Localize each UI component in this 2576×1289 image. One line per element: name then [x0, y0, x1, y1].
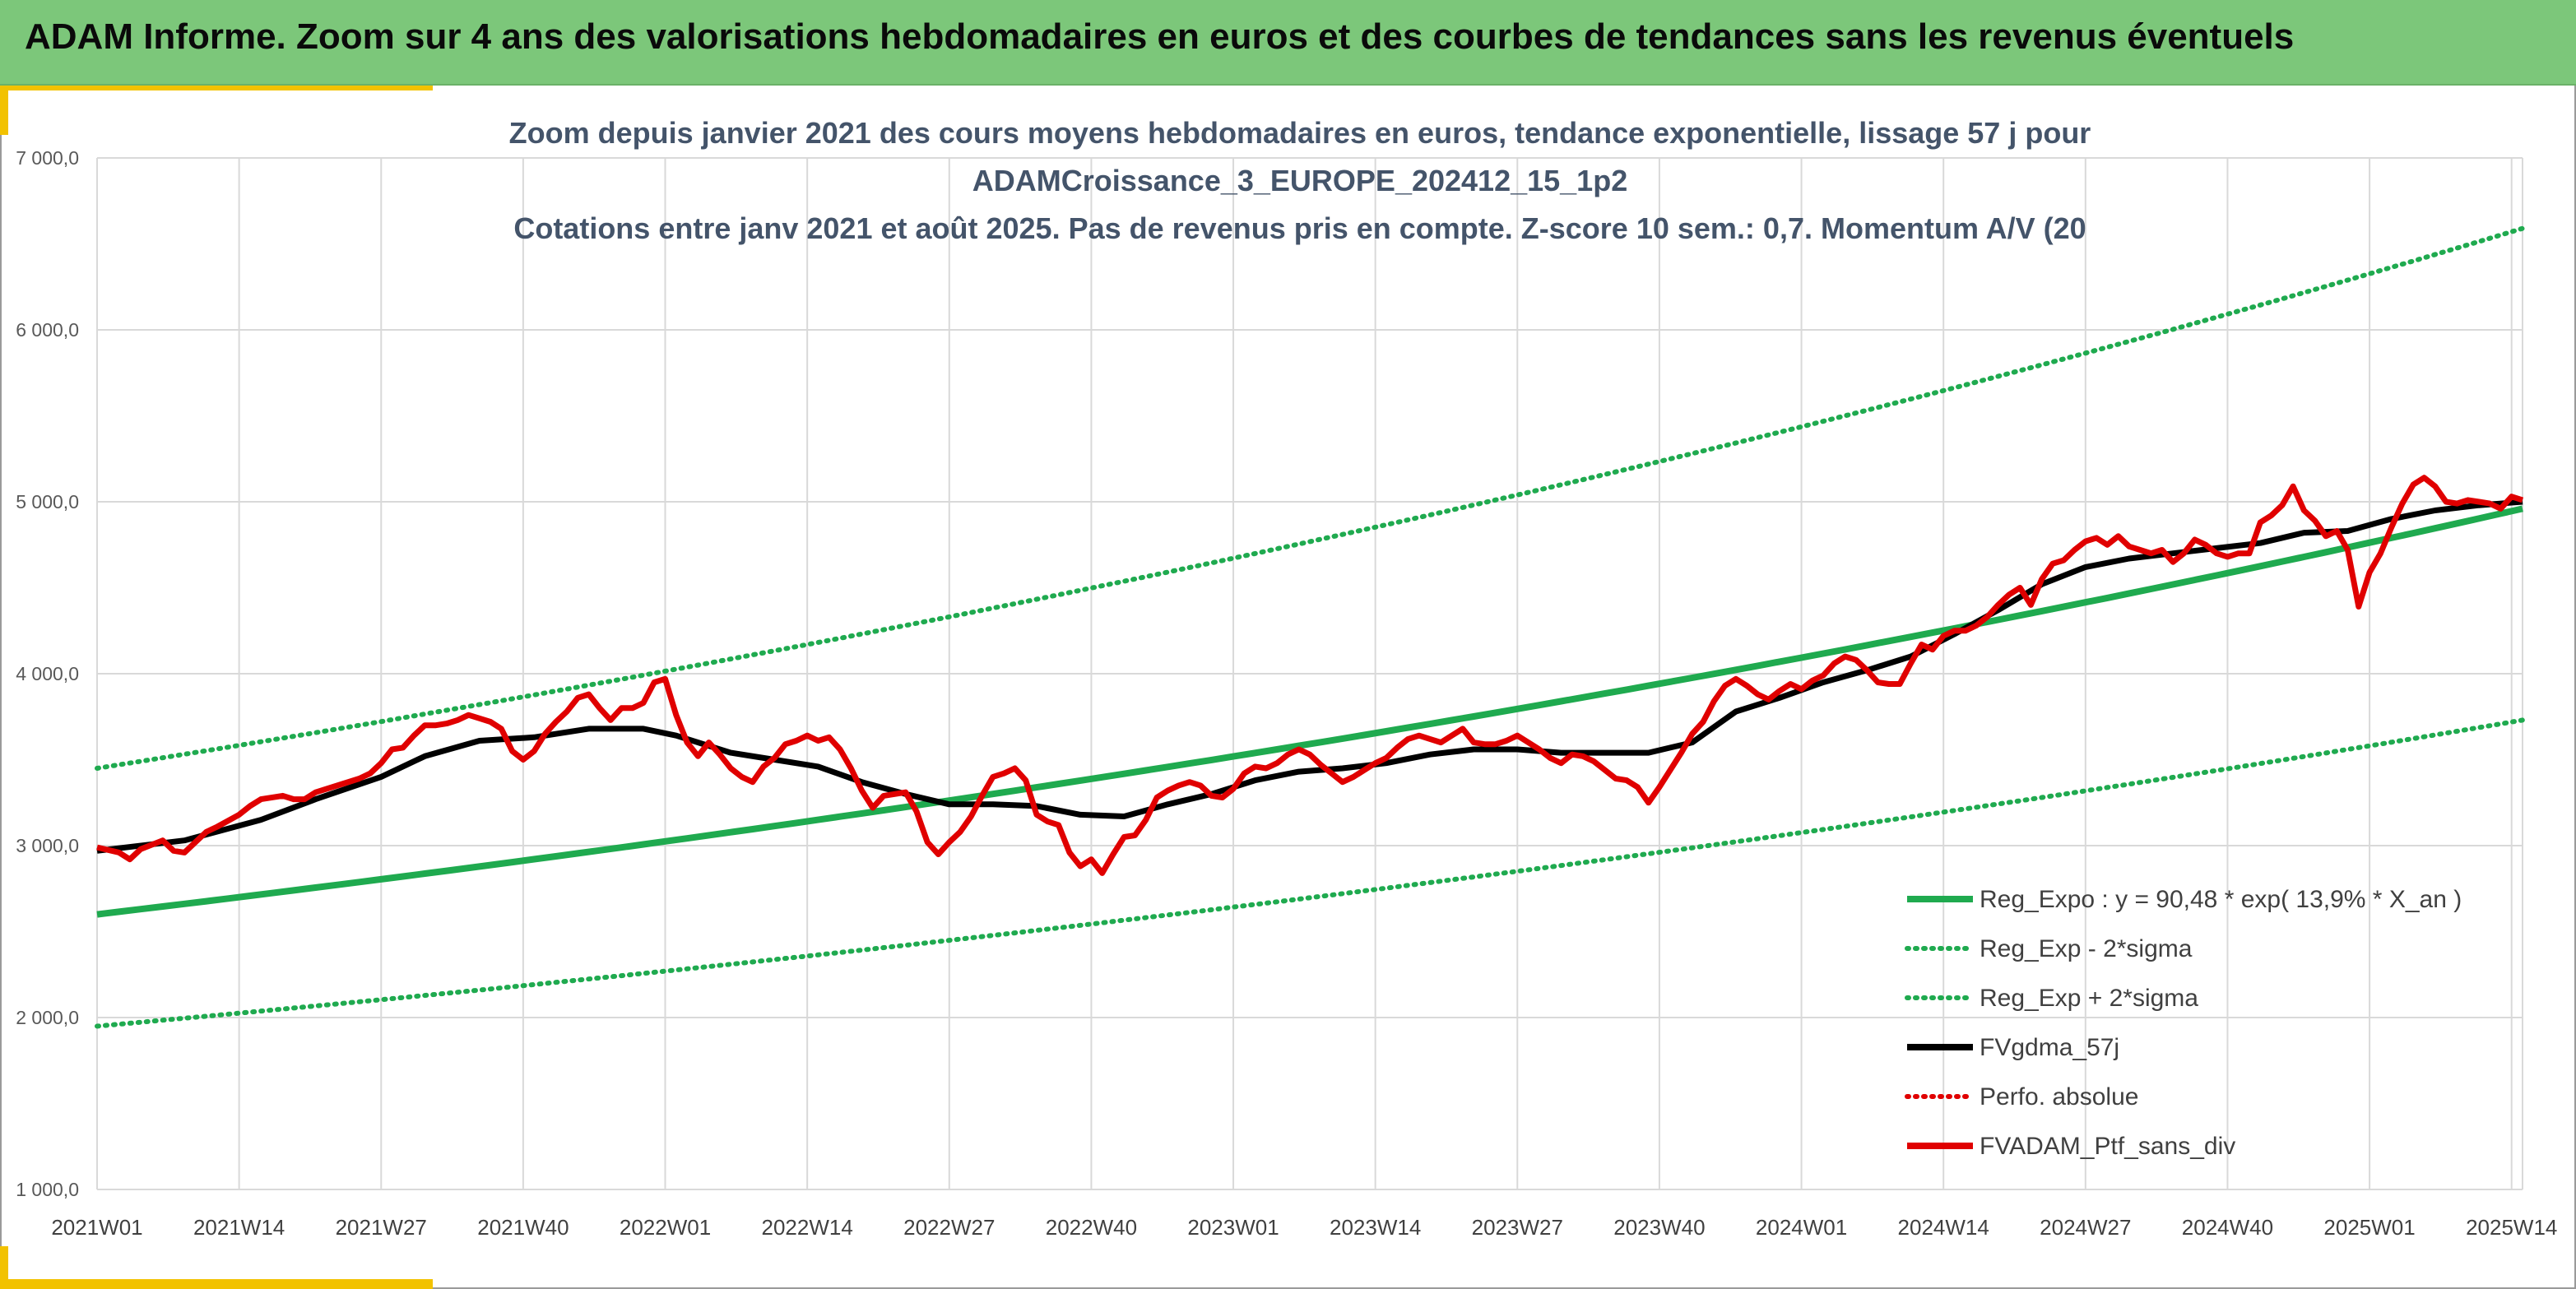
y-tick-label: 7 000,0 — [16, 147, 79, 169]
series-reg-expo — [96, 505, 2523, 918]
y-tick-label: 1 000,0 — [16, 1179, 79, 1200]
x-tick-label: 2024W27 — [2040, 1215, 2131, 1240]
legend-label-reg_plus: Reg_Exp + 2*sigma — [1980, 985, 2198, 1012]
x-tick-label: 2023W14 — [1330, 1215, 1421, 1240]
chart-title-line-2: ADAMCroissance_3_EUROPE_202412_15_1p2 — [972, 164, 1627, 197]
chart-series — [95, 225, 2525, 1029]
y-tick-label: 4 000,0 — [16, 663, 79, 684]
accent-bar-left — [0, 86, 8, 135]
y-axis-ticks: 1 000,0 2 000,0 3 000,0 4 000,0 5 000,0 6 000… — [16, 147, 79, 1200]
y-tick-label: 6 000,0 — [16, 319, 79, 341]
series-reg-exp-minus-2sigma — [95, 717, 2525, 1029]
x-tick-label: 2024W01 — [1756, 1215, 1847, 1240]
x-tick-label: 2024W14 — [1898, 1215, 1989, 1240]
legend-label-fvgdma: FVgdma_57j — [1980, 1034, 2119, 1061]
y-tick-label: 5 000,0 — [16, 491, 79, 512]
legend-label-reg_minus: Reg_Exp - 2*sigma — [1980, 935, 2193, 962]
chart-title: Zoom depuis janvier 2021 des cours moyen… — [509, 116, 2091, 245]
x-tick-label: 2021W01 — [51, 1215, 142, 1240]
accent-bar-bottom — [0, 1279, 433, 1289]
x-tick-label: 2022W14 — [761, 1215, 852, 1240]
chart-frame — [0, 86, 2576, 1289]
y-tick-label: 3 000,0 — [16, 835, 79, 856]
chart-title-line-1: Zoom depuis janvier 2021 des cours moyen… — [509, 116, 2091, 150]
x-tick-label: 2023W27 — [1472, 1215, 1563, 1240]
x-tick-label: 2023W40 — [1613, 1215, 1705, 1240]
chart-title-line-3: Cotations entre janv 2021 et août 2025. … — [513, 211, 2086, 245]
legend-label-ptf: FVADAM_Ptf_sans_div — [1980, 1133, 2235, 1160]
series-fvadam-ptf-sans-div — [96, 475, 2524, 876]
banner-title: ADAM Informe. Zoom sur 4 ans des valoris… — [25, 16, 2295, 57]
x-tick-label: 2021W40 — [477, 1215, 569, 1240]
x-tick-label: 2021W14 — [193, 1215, 285, 1240]
x-tick-label: 2022W40 — [1046, 1215, 1137, 1240]
legend-label-perfo: Perfo. absolue — [1980, 1083, 2138, 1110]
accent-bar-top — [0, 86, 433, 90]
x-tick-label: 2025W14 — [2466, 1215, 2557, 1240]
x-axis-ticks: 2021W01 2021W14 2021W27 2021W40 2022W01 2022W… — [51, 1215, 2557, 1240]
x-tick-label: 2024W40 — [2182, 1215, 2273, 1240]
series-reg-exp-plus-2sigma — [95, 225, 2525, 771]
x-tick-label: 2022W01 — [620, 1215, 711, 1240]
x-tick-label: 2025W01 — [2323, 1215, 2415, 1240]
chart-legend: Reg_Expo : y = 90,48 * exp( 13,9% * X_an… — [1905, 886, 2462, 1160]
accent-bar-bottom-left — [0, 1246, 8, 1289]
x-tick-label: 2022W27 — [903, 1215, 995, 1240]
header-banner: ADAM Informe. Zoom sur 4 ans des valoris… — [0, 0, 2576, 86]
x-tick-label: 2021W27 — [336, 1215, 427, 1240]
legend-label-reg_expo: Reg_Expo : y = 90,48 * exp( 13,9% * X_an… — [1980, 886, 2462, 913]
series-fvgdma-57j — [96, 498, 2523, 854]
x-tick-label: 2023W01 — [1187, 1215, 1279, 1240]
grid-lines — [96, 157, 2523, 1190]
y-tick-label: 2 000,0 — [16, 1007, 79, 1028]
